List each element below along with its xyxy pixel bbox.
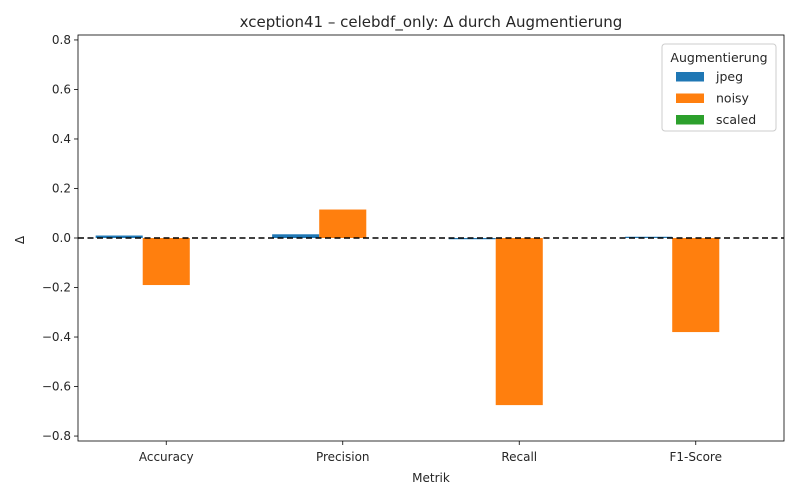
x-tick-label: Recall xyxy=(501,450,537,464)
bar-noisy-accuracy xyxy=(142,238,190,286)
x-axis-label: Metrik xyxy=(412,471,450,485)
legend-swatch-scaled xyxy=(676,115,704,125)
legend-title: Augmentierung xyxy=(670,50,767,65)
legend-label-noisy: noisy xyxy=(716,91,750,106)
x-tick-label: F1-Score xyxy=(670,450,722,464)
bar-noisy-f1-score xyxy=(672,238,720,333)
bar-noisy-precision xyxy=(319,209,367,238)
bars-group xyxy=(78,209,784,406)
x-tick-label: Accuracy xyxy=(139,450,194,464)
bar-noisy-recall xyxy=(495,238,543,406)
y-tick-label: 0.6 xyxy=(52,82,71,96)
y-tick-label: −0.4 xyxy=(42,330,71,344)
bar-jpeg-precision xyxy=(272,234,320,238)
x-axis-ticks: Accuracy Precision Recall F1-Score xyxy=(139,441,722,464)
bar-jpeg-accuracy xyxy=(95,235,143,238)
legend-swatch-noisy xyxy=(676,93,704,103)
legend-swatch-jpeg xyxy=(676,72,704,82)
y-tick-label: −0.6 xyxy=(42,380,71,394)
legend-box xyxy=(661,43,777,132)
legend-label-jpeg: jpeg xyxy=(715,69,743,84)
x-tick-label: Precision xyxy=(316,450,370,464)
y-tick-label: −0.2 xyxy=(42,281,71,295)
y-tick-label: 0.4 xyxy=(52,132,71,146)
chart-title: xception41 – celebdf_only: Δ durch Augme… xyxy=(240,13,623,32)
y-axis-label: Δ xyxy=(13,235,27,244)
y-tick-label: 0.0 xyxy=(52,231,71,245)
y-tick-label: 0.8 xyxy=(52,33,71,47)
legend-label-scaled: scaled xyxy=(716,112,756,127)
y-axis-ticks: −0.8 −0.6 −0.4 −0.2 0.0 0.2 0.4 0.6 0.8 xyxy=(42,33,78,443)
y-tick-label: 0.2 xyxy=(52,181,71,195)
legend: Augmentierung jpeg noisy scaled xyxy=(661,43,777,132)
y-tick-label: −0.8 xyxy=(42,429,71,443)
